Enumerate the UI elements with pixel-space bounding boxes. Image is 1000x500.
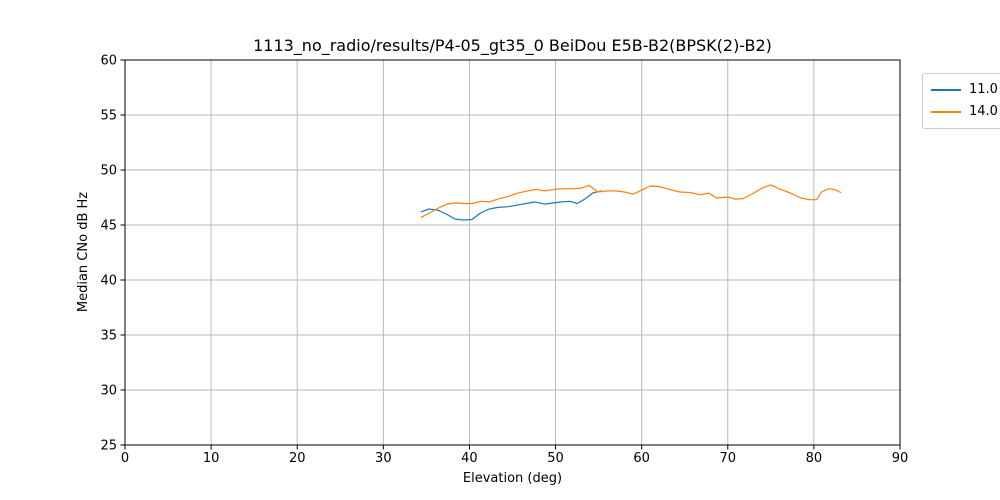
x-tick-label-60: 60: [633, 451, 650, 466]
legend: 11.0 14.0: [922, 73, 1000, 129]
y-tick-label-60: 60: [100, 54, 117, 69]
legend-line-sample-series-0: [931, 89, 961, 91]
legend-item: 14.0: [931, 101, 1000, 123]
legend-label: 11.0: [969, 82, 998, 97]
legend-line-sample-series-1: [931, 111, 961, 113]
legend-label: 14.0: [969, 104, 998, 119]
y-tick-label-45: 45: [100, 219, 117, 234]
x-tick-label-30: 30: [375, 451, 392, 466]
x-tick-label-90: 90: [892, 451, 909, 466]
legend-item: 11.0: [931, 79, 1000, 101]
y-tick-label-30: 30: [100, 384, 117, 399]
x-tick-label-40: 40: [461, 451, 478, 466]
y-tick-label-40: 40: [100, 274, 117, 289]
y-axis-label: Median CNo dB Hz: [76, 191, 91, 313]
x-tick-label-20: 20: [289, 451, 306, 466]
y-tick-label-25: 25: [100, 439, 117, 454]
y-tick-label-55: 55: [100, 109, 117, 124]
x-tick-label-70: 70: [720, 451, 737, 466]
x-tick-label-0: 0: [121, 451, 129, 466]
x-axis-label: Elevation (deg): [462, 471, 563, 486]
series-line-14.0: [420, 184, 842, 218]
chart-title: 1113_no_radio/results/P4-05_gt35_0 BeiDo…: [253, 36, 772, 55]
x-tick-label-50: 50: [547, 451, 564, 466]
x-tick-label-80: 80: [806, 451, 823, 466]
y-tick-label-50: 50: [100, 164, 117, 179]
y-tick-label-35: 35: [100, 329, 117, 344]
axes-spines: [124, 59, 901, 446]
series-line-11.0: [420, 190, 602, 221]
x-tick-label-10: 10: [203, 451, 220, 466]
